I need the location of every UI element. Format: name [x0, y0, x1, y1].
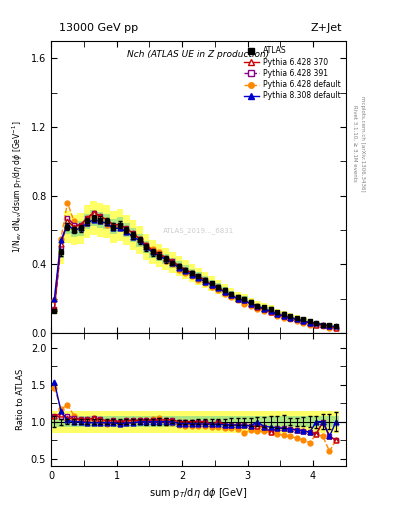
X-axis label: sum p$_T$/d$\eta$ d$\phi$ [GeV]: sum p$_T$/d$\eta$ d$\phi$ [GeV]	[149, 486, 248, 500]
Text: mcplots.cern.ch [arXiv:1306.3436]: mcplots.cern.ch [arXiv:1306.3436]	[360, 96, 365, 191]
Text: ATLAS_2019..._6831: ATLAS_2019..._6831	[163, 227, 234, 234]
Text: Rivet 3.1.10, ≥ 3.1M events: Rivet 3.1.10, ≥ 3.1M events	[352, 105, 357, 182]
Text: Nch (ATLAS UE in Z production): Nch (ATLAS UE in Z production)	[127, 50, 270, 59]
Text: 13000 GeV pp: 13000 GeV pp	[59, 23, 138, 33]
Text: Z+Jet: Z+Jet	[310, 23, 342, 33]
Y-axis label: 1/N$_{ev}$ dN$_{ev}$/dsum p$_T$/d$\eta$ d$\phi$ [GeV$^{-1}$]: 1/N$_{ev}$ dN$_{ev}$/dsum p$_T$/d$\eta$ …	[11, 121, 25, 253]
Legend: ATLAS, Pythia 6.428 370, Pythia 6.428 391, Pythia 6.428 default, Pythia 8.308 de: ATLAS, Pythia 6.428 370, Pythia 6.428 39…	[241, 43, 343, 103]
Y-axis label: Ratio to ATLAS: Ratio to ATLAS	[16, 369, 25, 430]
